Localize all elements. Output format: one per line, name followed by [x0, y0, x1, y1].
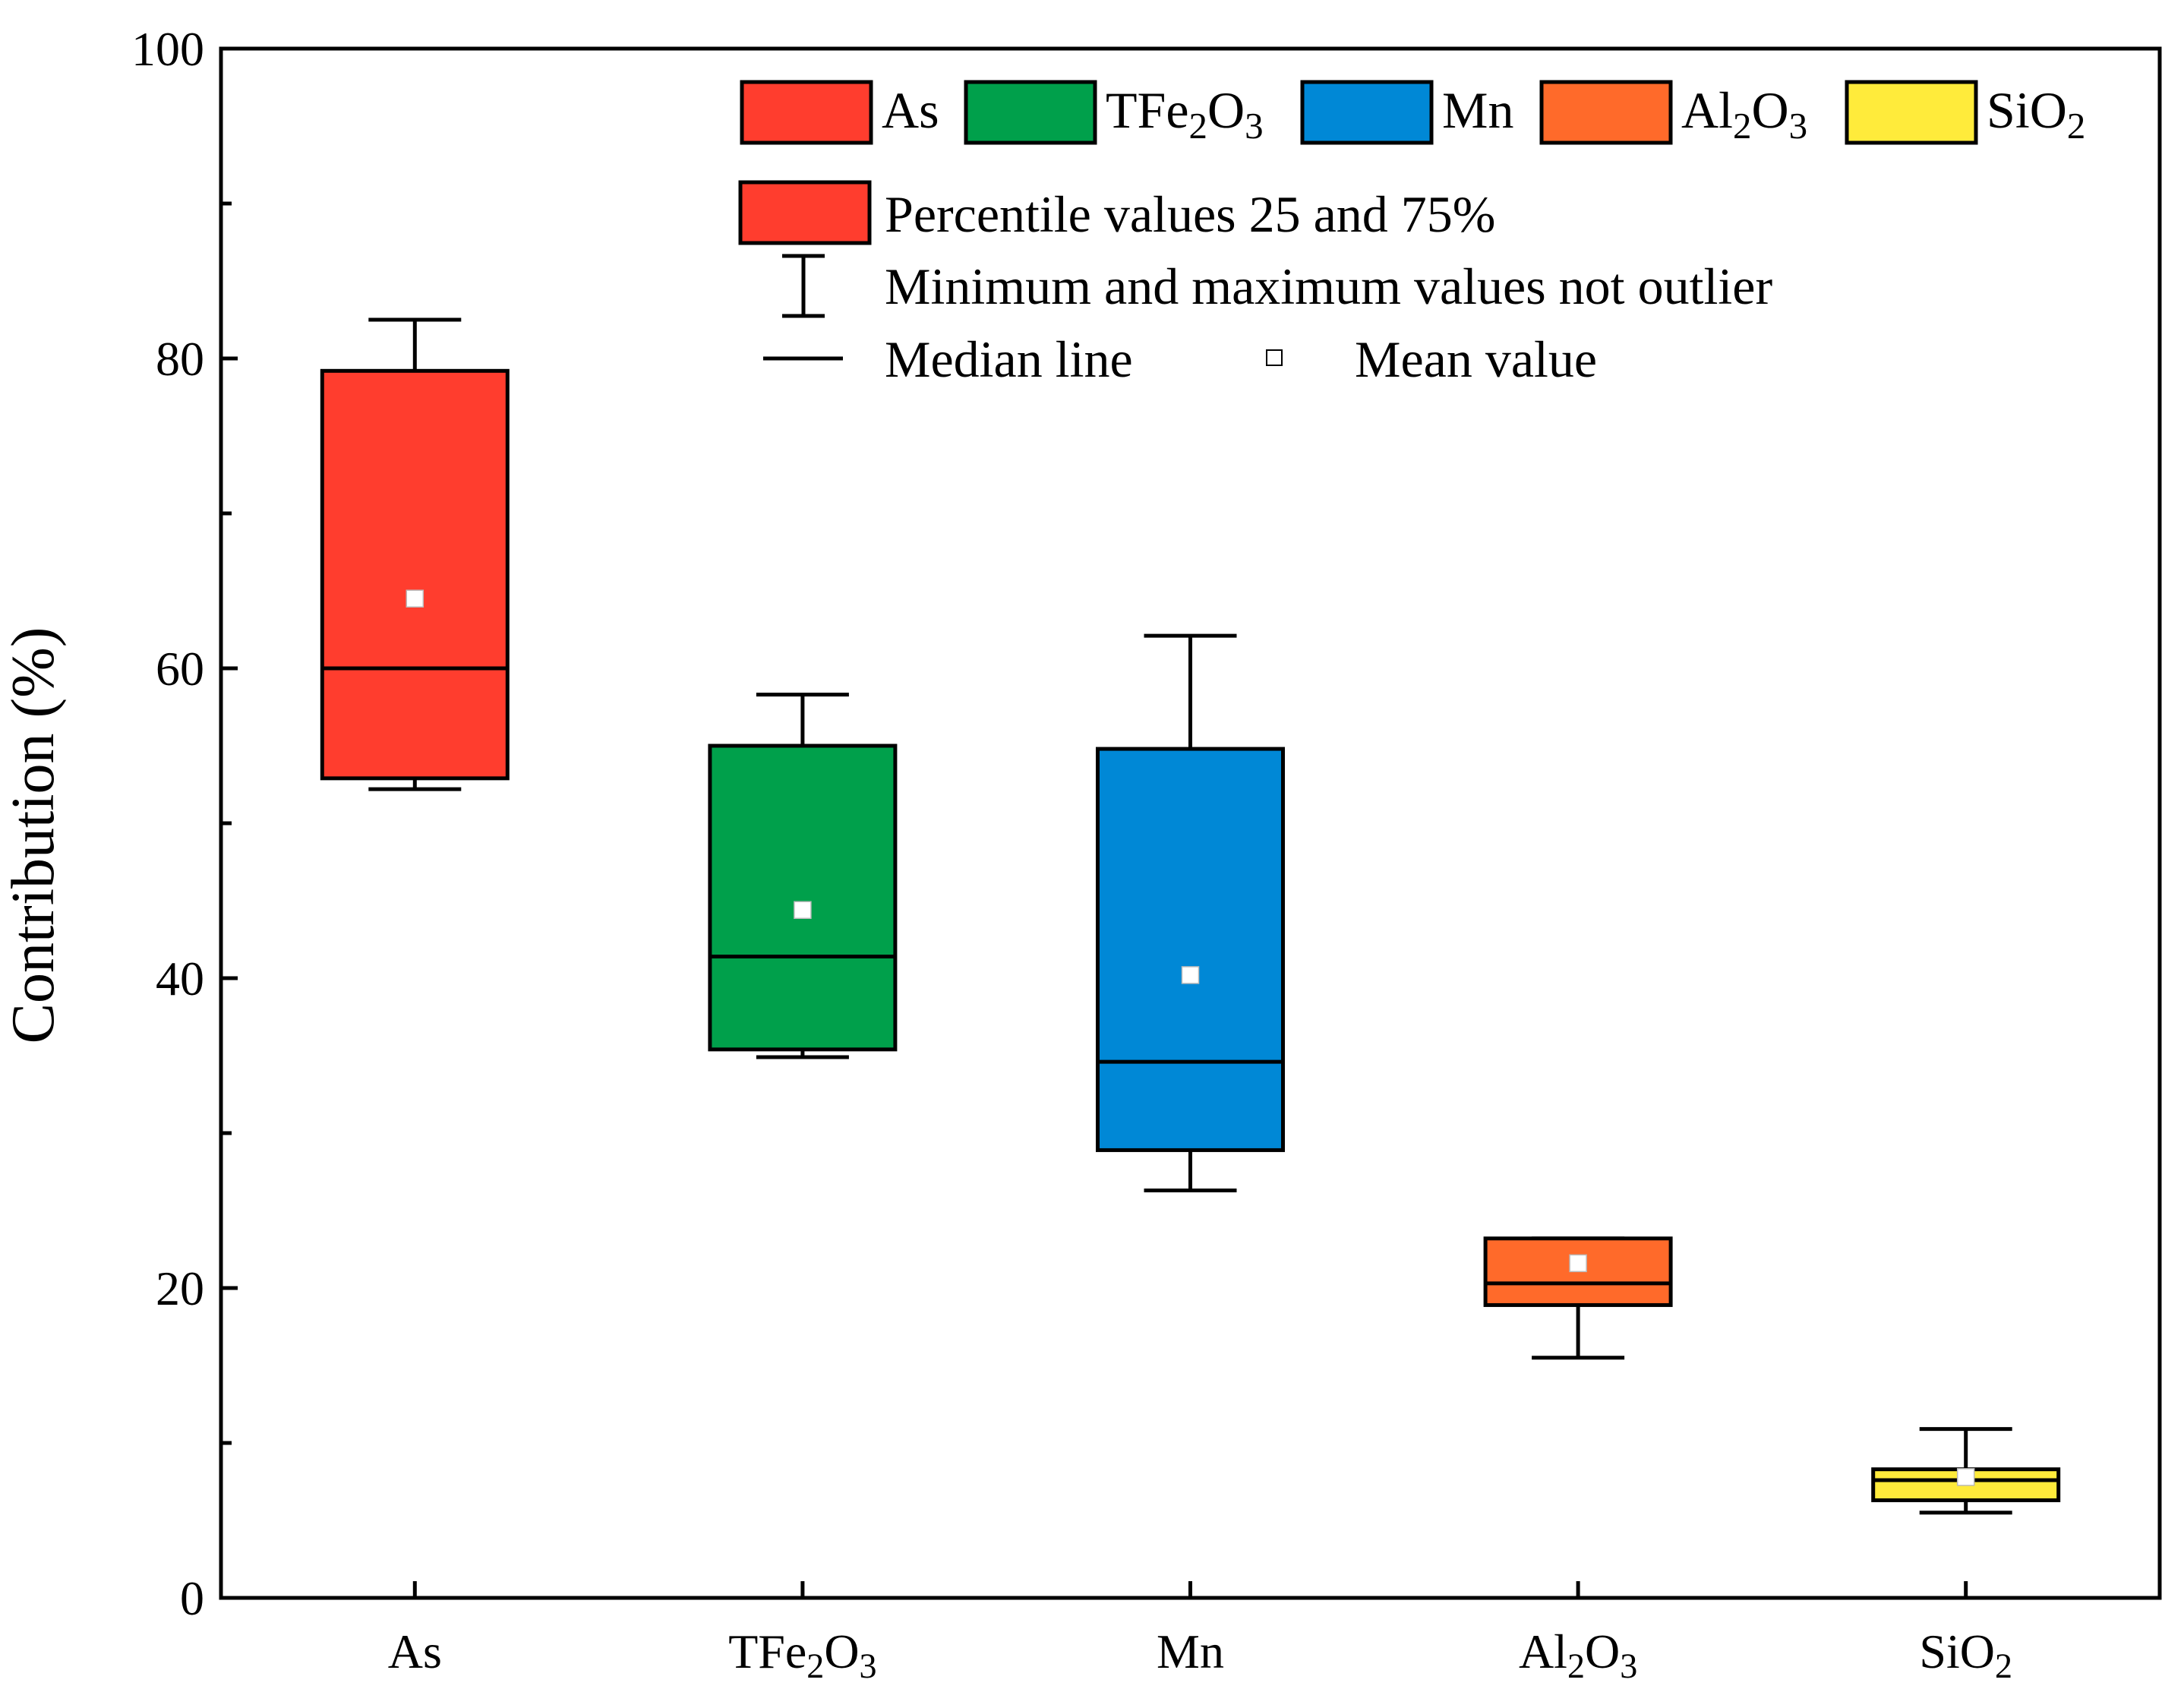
box-TFe2O3 [710, 695, 895, 1057]
legend-swatch-TFe2O3 [966, 82, 1095, 143]
legend-label-As: As [882, 81, 939, 139]
legend-box-label: Percentile values 25 and 75% [885, 185, 1495, 243]
legend-whisker-label: Minimum and maximum values not outlier [885, 257, 1772, 315]
y-tick-label: 80 [156, 332, 204, 386]
box-SiO2 [1873, 1429, 2059, 1513]
mean-marker [406, 590, 423, 607]
legend: As TFe2O3 Mn Al2O3 SiO2 Percentile values 25 … [740, 81, 2085, 388]
legend-box-swatch [740, 182, 869, 243]
box-Mn [1098, 636, 1283, 1190]
x-tick-label: Al2O3 [1519, 1624, 1637, 1685]
box-series [322, 320, 2058, 1513]
iqr-box [1098, 749, 1283, 1150]
legend-label-TFe2O3: TFe2O3 [1106, 81, 1264, 147]
y-tick-label: 40 [156, 952, 204, 1006]
x-tick-label: TFe2O3 [728, 1624, 876, 1685]
x-tick-labels: As TFe2O3 Mn Al2O3 SiO2 [388, 1624, 2012, 1685]
y-tick-label: 100 [131, 22, 204, 76]
mean-marker [1182, 967, 1199, 983]
box-Al2O3 [1485, 1239, 1671, 1358]
x-tick-label: As [388, 1624, 442, 1678]
legend-mean-marker [1267, 350, 1282, 365]
legend-swatch-Al2O3 [1542, 82, 1671, 143]
mean-marker [1958, 1469, 1974, 1485]
x-tick-label: SiO2 [1919, 1624, 2012, 1685]
box-As [322, 320, 507, 789]
legend-swatch-SiO2 [1847, 82, 1976, 143]
iqr-box [710, 746, 895, 1050]
x-tick-label: Mn [1157, 1624, 1224, 1678]
mean-marker [794, 901, 811, 918]
legend-median-label: Median line [885, 330, 1133, 388]
iqr-box [322, 371, 507, 778]
legend-swatch-As [742, 82, 871, 143]
y-tick-label: 0 [180, 1571, 204, 1625]
legend-mean-label: Mean value [1355, 330, 1597, 388]
legend-label-Mn: Mn [1442, 81, 1513, 139]
legend-label-SiO2: SiO2 [1987, 81, 2085, 147]
y-tick-label: 60 [156, 642, 204, 696]
y-axis-title: Contribution (%) [0, 627, 67, 1044]
legend-label-Al2O3: Al2O3 [1681, 81, 1807, 147]
mean-marker [1570, 1255, 1586, 1271]
y-tick-label: 20 [156, 1261, 204, 1315]
box-plot-chart: 0 20 40 60 80 100 As TFe2O3 Mn Al2O3 SiO2 As TFe2O… [0, 0, 2184, 1708]
legend-swatch-Mn [1302, 82, 1431, 143]
